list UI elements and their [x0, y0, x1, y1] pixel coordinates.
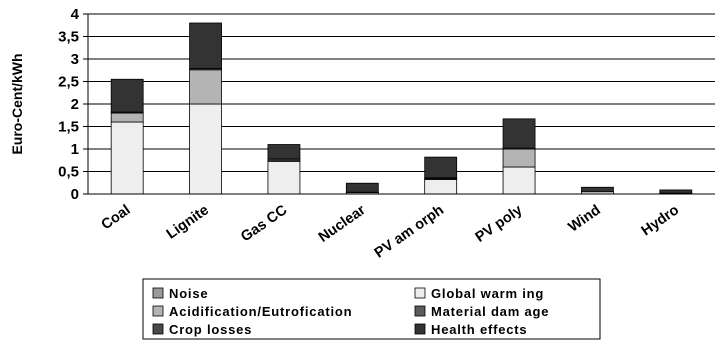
x-tick-label: Wind: [566, 202, 604, 235]
bar-segment-global-warm-ing: [110, 121, 144, 195]
axes: 0 0,5 1 1,5 2 2,5 3 3,5 4 Coal Lignite Gas CC Nuclea…: [58, 6, 715, 261]
y-tick-label: 2,5: [58, 74, 79, 91]
legend-swatch: [152, 323, 164, 335]
x-tick-label: Lignite: [164, 202, 212, 242]
x-tick-label: Hydro: [639, 202, 683, 239]
gridlines: [88, 13, 715, 172]
legend-box: [142, 278, 601, 340]
bar-segment-health-effects: [110, 78, 144, 113]
bar-segment-health-effects: [345, 182, 379, 193]
bar-segment-acidification-eutrofication: [189, 69, 222, 105]
legend-label: Noise: [169, 286, 208, 301]
x-tick-label: Nuclear: [316, 202, 369, 246]
legend-swatch: [152, 287, 164, 299]
y-tick-label: 2: [71, 96, 79, 113]
legend-swatch: [152, 305, 164, 317]
x-tick-label: Coal: [99, 202, 134, 233]
y-tick-label: 0: [71, 186, 79, 203]
y-tick-label: 4: [71, 6, 80, 23]
bar-segment-global-warm-ing: [502, 166, 536, 195]
legend-swatch: [414, 287, 426, 299]
legend-label: Acidification/Eutrofication: [169, 304, 352, 319]
bar-segment-acidification-eutrofication: [502, 148, 536, 168]
x-tick-label: PV am orph: [372, 202, 447, 261]
bar-segment-acidification-eutrofication: [110, 112, 144, 123]
legend-label: Material dam age: [431, 304, 549, 319]
bar-segment-health-effects: [267, 144, 301, 160]
y-tick-label: 1,5: [58, 119, 79, 136]
legend-swatch: [414, 305, 426, 317]
bar-segment-global-warm-ing: [189, 103, 222, 195]
bar-segment-global-warm-ing: [424, 179, 458, 195]
x-tick-label: Gas CC: [238, 202, 291, 245]
bar-segment-health-effects: [502, 118, 536, 149]
legend-swatch: [414, 323, 426, 335]
bars: [110, 22, 693, 195]
legend-label: Health effects: [431, 322, 527, 337]
bar-segment-health-effects: [581, 186, 614, 193]
bar-segment-global-warm-ing: [267, 161, 301, 195]
y-tick-label: 0,5: [58, 164, 79, 181]
y-tick-label: 3,5: [58, 29, 79, 46]
y-axis-label: Euro-Cent/kWh: [9, 53, 25, 154]
bar-segment-health-effects: [189, 22, 222, 69]
legend: Noise Global warm ing Acidification/Eutrof…: [142, 278, 601, 340]
y-tick-label: 1: [71, 141, 79, 158]
legend-label: Crop losses: [169, 322, 252, 337]
x-tick-label: PV poly: [473, 202, 526, 246]
y-tick-label: 3: [71, 51, 79, 68]
bar-segment-health-effects: [424, 156, 458, 179]
bar-segment-health-effects: [659, 189, 693, 194]
legend-label: Global warm ing: [431, 286, 544, 301]
